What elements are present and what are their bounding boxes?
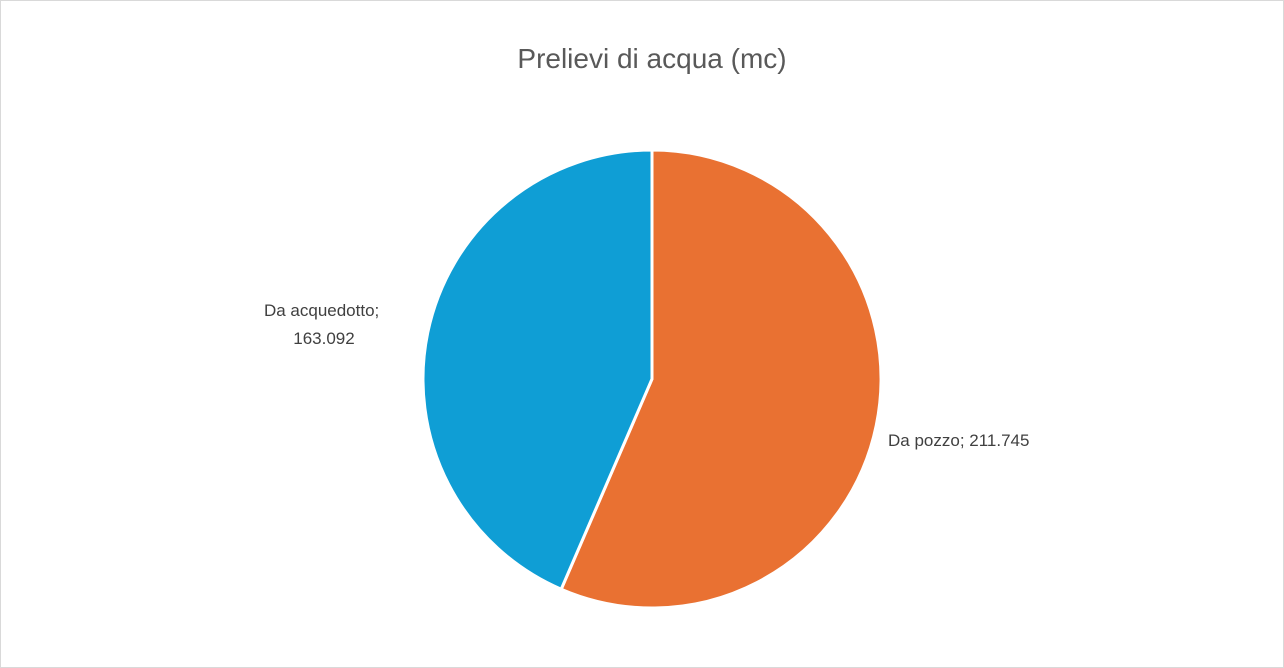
data-label-value: 211.745 bbox=[969, 431, 1029, 450]
data-label-separator: ; bbox=[375, 301, 384, 320]
pie-slice bbox=[559, 148, 883, 610]
data-label: Da acquedotto; bbox=[264, 301, 384, 320]
chart-title: Prelievi di acqua (mc) bbox=[517, 43, 786, 74]
data-label-category: Da acquedotto bbox=[264, 301, 375, 320]
pie-slice bbox=[421, 148, 654, 592]
data-label: Da pozzo; 211.745 bbox=[888, 431, 1029, 450]
data-label-separator: ; bbox=[960, 431, 969, 450]
data-label-category: Da pozzo bbox=[888, 431, 960, 450]
data-label-value: 163.092 bbox=[293, 329, 354, 348]
